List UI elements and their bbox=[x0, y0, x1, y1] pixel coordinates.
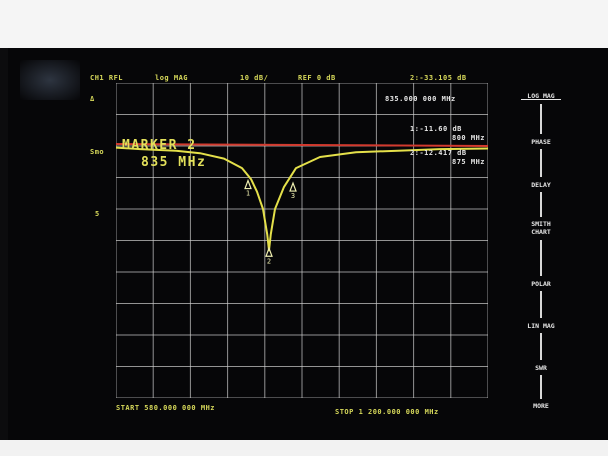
screen-glare bbox=[20, 60, 80, 100]
softkey-polar[interactable]: POLAR bbox=[531, 280, 551, 288]
softkey-more[interactable]: MORE bbox=[533, 402, 549, 410]
softkey-divider bbox=[540, 291, 542, 318]
start-frequency: START 580.000 000 MHz bbox=[116, 404, 216, 412]
reference-line bbox=[116, 143, 488, 147]
trace-chart: 1 2 3 bbox=[116, 83, 488, 398]
marker-1-unit: dB bbox=[452, 125, 462, 133]
softkey-smith-chart[interactable]: SMITH CHART bbox=[531, 220, 551, 236]
softkey-divider bbox=[540, 149, 542, 177]
softkey-divider bbox=[540, 375, 542, 399]
marker-3-symbol: 3 bbox=[289, 181, 297, 200]
marker-1-symbol: 1 bbox=[244, 178, 252, 198]
softkey-divider bbox=[540, 104, 542, 134]
marker-frequency: 835 MHz bbox=[141, 155, 207, 170]
marker-1-label: 1 bbox=[410, 125, 415, 133]
marker-2-value-text: -12.417 bbox=[419, 149, 453, 157]
marker-title: MARKER 2 bbox=[122, 138, 197, 153]
instrument-screen bbox=[8, 48, 608, 440]
softkey-log-mag[interactable]: LOG MAG bbox=[527, 92, 555, 100]
softkey-divider bbox=[540, 240, 542, 276]
scale-label: 10 dB/ bbox=[240, 74, 269, 82]
marker-1-value-text: -11.60 bbox=[419, 125, 448, 133]
marker-2-label: 2 bbox=[410, 149, 415, 157]
active-softkey-underline bbox=[521, 99, 561, 100]
marker-2-symbol: 2 bbox=[265, 246, 273, 265]
channel-label: CH1 RFL bbox=[90, 74, 124, 82]
marker-2-freq: 875 MHz bbox=[452, 158, 486, 166]
marker-1-freq: 800 MHz bbox=[452, 134, 486, 142]
marker-2-value: 2:-12.417 dB bbox=[410, 149, 467, 157]
softkey-swr[interactable]: SWR bbox=[535, 364, 547, 372]
active-marker-frequency: 835.000 000 MHz bbox=[385, 95, 456, 103]
smoothing-indicator: Smo bbox=[90, 148, 105, 156]
softkey-lin-mag[interactable]: LIN MAG bbox=[527, 322, 555, 330]
softkey-phase[interactable]: PHASE bbox=[531, 138, 551, 146]
marker-3-label: 3 bbox=[291, 192, 295, 200]
trace-line bbox=[116, 146, 488, 252]
reference-label: REF 0 dB bbox=[298, 74, 336, 82]
softkey-divider bbox=[540, 333, 542, 360]
trace-display: 1 2 3 bbox=[116, 83, 488, 398]
marker-1-value: 1:-11.60 dB bbox=[410, 125, 462, 133]
photo-frame-bottom bbox=[0, 440, 608, 456]
photo-frame-top bbox=[0, 0, 608, 48]
delta-symbol: Δ bbox=[90, 95, 95, 103]
marker-readout: 2:-33.105 dB bbox=[410, 74, 467, 82]
stop-frequency: STOP 1 200.000 000 MHz bbox=[335, 408, 439, 416]
reference-position-indicator: 5 bbox=[95, 210, 100, 218]
marker-2-unit: dB bbox=[457, 149, 467, 157]
marker-1-label: 1 bbox=[246, 190, 250, 198]
softkey-divider bbox=[540, 192, 542, 217]
format-label: log MAG bbox=[155, 74, 189, 82]
softkey-delay[interactable]: DELAY bbox=[531, 181, 551, 189]
marker-2-label: 2 bbox=[267, 257, 271, 265]
